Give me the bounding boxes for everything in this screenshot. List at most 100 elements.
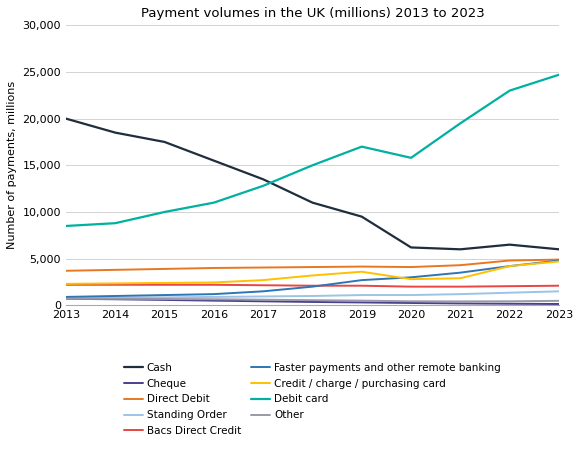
Faster payments and other remote banking bbox=[408, 275, 415, 280]
Line: Faster payments and other remote banking: Faster payments and other remote banking bbox=[66, 260, 559, 297]
Cash bbox=[358, 214, 365, 219]
Direct Debit bbox=[408, 264, 415, 270]
Bacs Direct Credit bbox=[556, 283, 563, 288]
Faster payments and other remote banking bbox=[260, 289, 267, 294]
Faster payments and other remote banking bbox=[556, 258, 563, 263]
Cheque bbox=[408, 300, 415, 306]
Direct Debit bbox=[457, 263, 464, 268]
Bacs Direct Credit bbox=[358, 283, 365, 288]
Credit / charge / purchasing card bbox=[506, 264, 513, 269]
Faster payments and other remote banking bbox=[309, 284, 316, 289]
Debit card bbox=[408, 155, 415, 161]
Other bbox=[358, 298, 365, 304]
Faster payments and other remote banking bbox=[63, 294, 70, 299]
Debit card bbox=[112, 220, 119, 226]
Faster payments and other remote banking bbox=[112, 293, 119, 299]
Faster payments and other remote banking bbox=[506, 264, 513, 269]
Other bbox=[556, 298, 563, 304]
Cheque bbox=[211, 298, 218, 304]
Cheque bbox=[457, 301, 464, 306]
Cash bbox=[457, 247, 464, 252]
Debit card bbox=[63, 223, 70, 229]
Y-axis label: Number of payments, millions: Number of payments, millions bbox=[7, 81, 17, 249]
Credit / charge / purchasing card bbox=[457, 276, 464, 281]
Bacs Direct Credit bbox=[112, 282, 119, 287]
Direct Debit bbox=[161, 266, 168, 272]
Cheque bbox=[112, 296, 119, 302]
Bacs Direct Credit bbox=[260, 282, 267, 288]
Bacs Direct Credit bbox=[309, 283, 316, 288]
Other bbox=[506, 299, 513, 304]
Cash bbox=[211, 158, 218, 163]
Faster payments and other remote banking bbox=[211, 291, 218, 297]
Credit / charge / purchasing card bbox=[358, 269, 365, 274]
Direct Debit bbox=[309, 264, 316, 270]
Faster payments and other remote banking bbox=[358, 277, 365, 283]
Standing Order bbox=[506, 290, 513, 295]
Cheque bbox=[506, 301, 513, 306]
Standing Order bbox=[112, 295, 119, 300]
Standing Order bbox=[408, 292, 415, 298]
Other bbox=[112, 296, 119, 301]
Other bbox=[309, 298, 316, 303]
Cash bbox=[309, 200, 316, 205]
Direct Debit bbox=[506, 258, 513, 263]
Direct Debit bbox=[211, 265, 218, 271]
Credit / charge / purchasing card bbox=[556, 259, 563, 264]
Title: Payment volumes in the UK (millions) 2013 to 2023: Payment volumes in the UK (millions) 201… bbox=[140, 7, 484, 20]
Cheque bbox=[63, 296, 70, 301]
Debit card bbox=[211, 200, 218, 205]
Debit card bbox=[358, 144, 365, 150]
Cash bbox=[112, 130, 119, 135]
Bacs Direct Credit bbox=[408, 284, 415, 289]
Bacs Direct Credit bbox=[161, 282, 168, 287]
Standing Order bbox=[260, 294, 267, 299]
Direct Debit bbox=[556, 257, 563, 262]
Standing Order bbox=[358, 292, 365, 298]
Line: Standing Order: Standing Order bbox=[66, 291, 559, 298]
Cash bbox=[63, 116, 70, 121]
Legend: Cash, Cheque, Direct Debit, Standing Order, Bacs Direct Credit, Faster payments : Cash, Cheque, Direct Debit, Standing Ord… bbox=[122, 361, 503, 438]
Direct Debit bbox=[63, 268, 70, 273]
Cash bbox=[260, 176, 267, 182]
Standing Order bbox=[211, 294, 218, 299]
Line: Cash: Cash bbox=[66, 119, 559, 249]
Credit / charge / purchasing card bbox=[112, 281, 119, 286]
Direct Debit bbox=[358, 264, 365, 269]
Debit card bbox=[309, 163, 316, 168]
Standing Order bbox=[63, 295, 70, 300]
Debit card bbox=[161, 209, 168, 215]
Credit / charge / purchasing card bbox=[260, 277, 267, 283]
Debit card bbox=[260, 183, 267, 189]
Line: Cheque: Cheque bbox=[66, 299, 559, 304]
Bacs Direct Credit bbox=[211, 282, 218, 287]
Line: Debit card: Debit card bbox=[66, 75, 559, 226]
Other bbox=[211, 296, 218, 302]
Bacs Direct Credit bbox=[63, 282, 70, 287]
Credit / charge / purchasing card bbox=[309, 273, 316, 278]
Bacs Direct Credit bbox=[506, 283, 513, 289]
Other bbox=[260, 297, 267, 303]
Faster payments and other remote banking bbox=[457, 270, 464, 275]
Other bbox=[63, 296, 70, 301]
Other bbox=[408, 299, 415, 304]
Other bbox=[161, 296, 168, 302]
Standing Order bbox=[457, 291, 464, 297]
Standing Order bbox=[556, 289, 563, 294]
Cash bbox=[408, 245, 415, 250]
Credit / charge / purchasing card bbox=[211, 280, 218, 285]
Cash bbox=[161, 139, 168, 145]
Cheque bbox=[260, 299, 267, 304]
Credit / charge / purchasing card bbox=[63, 281, 70, 286]
Direct Debit bbox=[112, 267, 119, 273]
Debit card bbox=[457, 121, 464, 126]
Other bbox=[457, 299, 464, 304]
Direct Debit bbox=[260, 265, 267, 270]
Cash bbox=[506, 242, 513, 247]
Cash bbox=[556, 247, 563, 252]
Standing Order bbox=[309, 293, 316, 299]
Debit card bbox=[556, 72, 563, 77]
Debit card bbox=[506, 88, 513, 93]
Cheque bbox=[358, 300, 365, 305]
Line: Direct Debit: Direct Debit bbox=[66, 260, 559, 271]
